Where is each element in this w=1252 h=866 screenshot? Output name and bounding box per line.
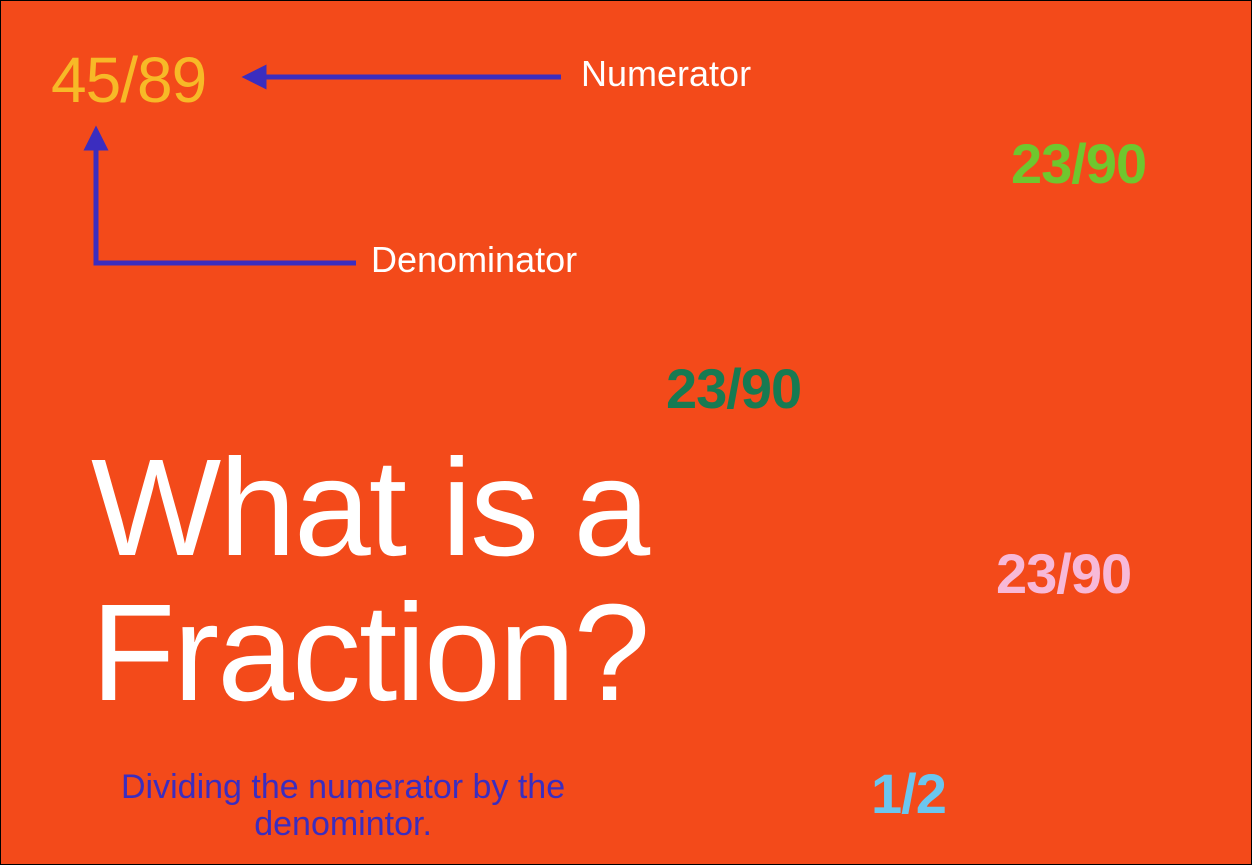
- infographic-canvas: 45/89 Numerator Denominator What is a Fr…: [0, 0, 1252, 865]
- subtitle: Dividing the numerator by the denomintor…: [121, 769, 565, 844]
- subtitle-line1: Dividing the numerator by the: [121, 768, 565, 806]
- scatter-fraction-1: 23/90: [666, 356, 801, 421]
- subtitle-line2: denomintor.: [254, 805, 432, 843]
- title-line2: Fraction?: [91, 576, 648, 730]
- scatter-fraction-3: 1/2: [871, 761, 946, 826]
- scatter-fraction-2: 23/90: [996, 541, 1131, 606]
- title-line1: What is a: [91, 431, 648, 585]
- scatter-fraction-0: 23/90: [1011, 131, 1146, 196]
- main-title: What is a Fraction?: [91, 436, 648, 726]
